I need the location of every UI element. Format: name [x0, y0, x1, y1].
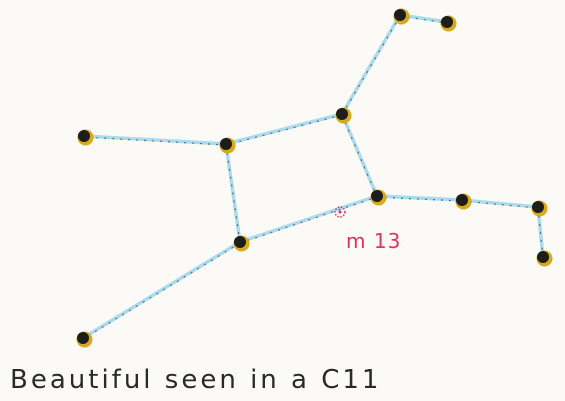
- star: [234, 236, 246, 248]
- star: [394, 9, 406, 21]
- star: [537, 251, 549, 263]
- star: [78, 130, 90, 142]
- m13-label: m 13: [346, 229, 401, 253]
- star: [441, 16, 453, 28]
- drawing: m 13 Beautiful seen in a C11: [0, 0, 565, 401]
- star: [336, 108, 348, 120]
- star: [532, 201, 544, 213]
- star: [371, 190, 383, 202]
- star: [220, 138, 232, 150]
- caption: Beautiful seen in a C11: [10, 365, 381, 395]
- star: [456, 194, 468, 206]
- star: [77, 332, 89, 344]
